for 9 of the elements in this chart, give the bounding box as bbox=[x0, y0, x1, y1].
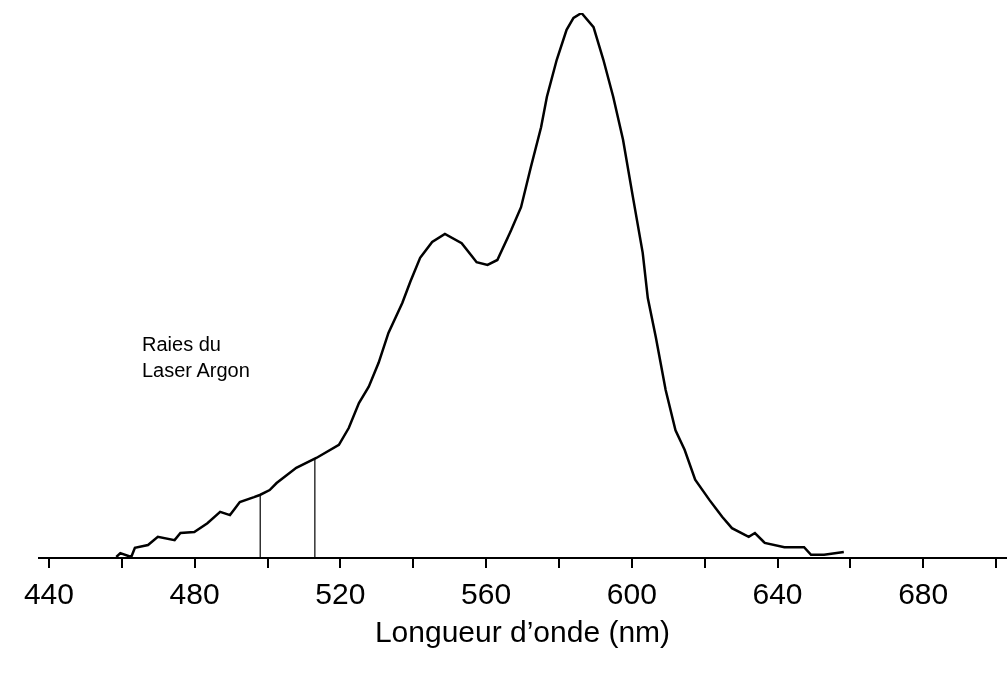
x-tick-label: 600 bbox=[606, 577, 657, 610]
x-tick-label: 480 bbox=[169, 577, 220, 610]
x-tick-label: 440 bbox=[23, 577, 74, 610]
x-tick-label: 640 bbox=[752, 577, 803, 610]
x-tick-label: 560 bbox=[461, 577, 512, 610]
x-tick-label: 680 bbox=[898, 577, 949, 610]
annotation: Raies du Laser Argon bbox=[142, 333, 250, 381]
x-axis-title: Longueur d’onde (nm) bbox=[374, 615, 671, 648]
x-tick-label: 520 bbox=[315, 577, 366, 610]
